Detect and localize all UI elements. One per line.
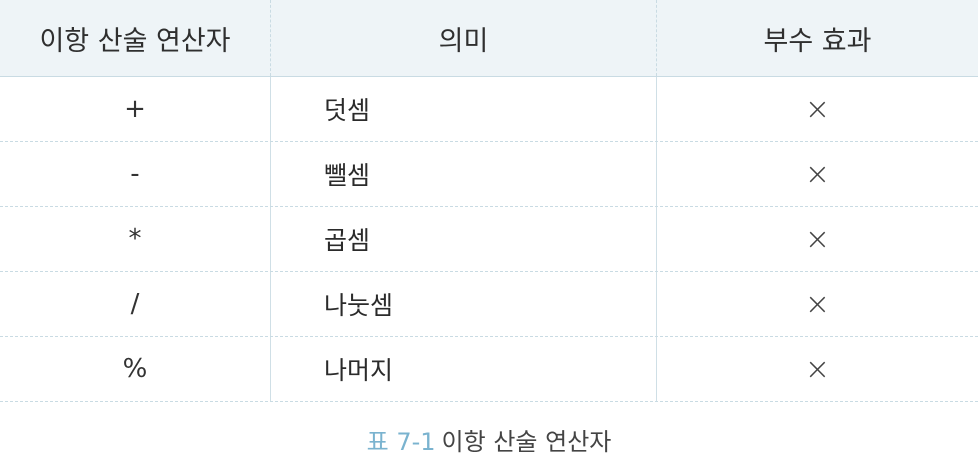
meaning-cell: 뺄셈 [270,142,656,206]
meaning-cell: 곱셈 [270,207,656,271]
meaning-cell: 덧셈 [270,77,656,141]
operator-symbol: - [130,159,140,189]
operator-symbol: / [130,289,140,319]
operator-cell: / [0,272,270,336]
table-row: * 곱셈 × [0,207,978,272]
cross-icon: × [804,156,831,192]
table-header-row: 이항 산술 연산자 의미 부수 효과 [0,0,978,77]
operator-symbol: % [122,354,148,384]
side-effect-cell: × [656,207,978,271]
cross-icon: × [804,221,831,257]
header-operator: 이항 산술 연산자 [39,25,231,57]
meaning-cell: 나머지 [270,337,656,401]
operators-table: 이항 산술 연산자 의미 부수 효과 + 덧셈 × - 뺄셈 × * 곱셈 × … [0,0,978,402]
side-effect-cell: × [656,77,978,141]
operator-cell: % [0,337,270,401]
table-row: - 뺄셈 × [0,142,978,207]
operator-cell: * [0,207,270,271]
side-effect-cell: × [656,272,978,336]
operator-symbol: + [124,94,146,124]
table-row: % 나머지 × [0,337,978,402]
header-side-effect: 부수 효과 [656,0,978,76]
operator-symbol: * [128,224,142,254]
side-effect-cell: × [656,142,978,206]
table-caption: 표 7-1 이항 산술 연산자 [0,422,978,457]
cross-icon: × [804,91,831,127]
caption-number: 표 7-1 [366,428,436,456]
side-effect-cell: × [656,337,978,401]
table-row: / 나눗셈 × [0,272,978,337]
caption-text: 이항 산술 연산자 [441,428,612,456]
operator-cell: + [0,77,270,141]
cross-icon: × [804,351,831,387]
cross-icon: × [804,286,831,322]
header-meaning: 의미 [270,0,656,76]
table-row: + 덧셈 × [0,77,978,142]
operator-cell: - [0,142,270,206]
meaning-cell: 나눗셈 [270,272,656,336]
